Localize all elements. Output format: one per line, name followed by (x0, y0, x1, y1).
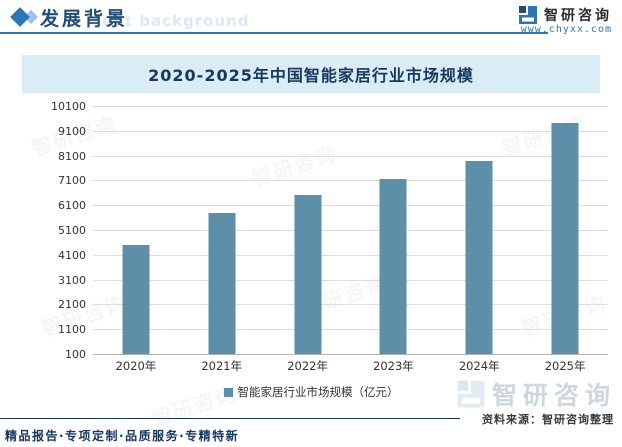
bar-2021年 (208, 212, 236, 354)
y-tick-label: 100 (65, 348, 86, 361)
brand-logo: 智研咨询 (518, 5, 612, 25)
brand-url: www.chyxx.com (520, 24, 612, 35)
gridline (93, 329, 608, 331)
x-tick-label: 2022年 (287, 359, 328, 373)
zhiyan-logo-icon (519, 6, 537, 24)
gridline (93, 254, 608, 256)
section-title: 发展背景 (40, 8, 129, 30)
y-tick-label: 8100 (58, 149, 86, 163)
section-title-ghost: ent background (102, 12, 250, 30)
diamond-icon (10, 7, 30, 27)
bar-2020年 (122, 244, 150, 354)
y-tick-label: 6100 (58, 199, 86, 213)
chart-title-band: 2020-2025年中国智能家居行业市场规模 (22, 55, 600, 93)
chart-legend: 智能家居行业市场规模（亿元） (0, 384, 622, 400)
x-tick-label: 2024年 (458, 359, 500, 373)
data-source: 资料来源：智研咨询整理 (482, 413, 614, 426)
y-tick-label: 7100 (58, 174, 86, 188)
gridline (93, 155, 608, 157)
x-tick-label: 2025年 (544, 359, 586, 373)
source-divider (0, 418, 460, 419)
gridline (93, 230, 608, 231)
corner-watermark-logo: 智研咨询 (456, 376, 616, 412)
y-tick-label: 2100 (58, 298, 86, 312)
gridline (93, 180, 608, 182)
y-tick-label: 10100 (51, 100, 86, 113)
y-tick-label: 1100 (58, 323, 86, 337)
bar-chart: 100 1100 2100 3100 4100 5100 6100 7100 8100 9100 1… (0, 101, 622, 360)
y-axis: 100 1100 2100 3100 4100 5100 6100 7100 8100 9100 1… (0, 101, 86, 360)
x-tick-label: 2023年 (373, 359, 414, 373)
gridline (93, 279, 608, 281)
bar-2022年 (294, 195, 322, 354)
legend-label: 智能家居行业市场规模（亿元） (237, 385, 399, 399)
plot-area (93, 106, 608, 355)
gridline (93, 304, 608, 306)
legend-marker-icon (223, 387, 233, 397)
y-tick-label: 4100 (58, 248, 86, 262)
chart-title: 2020-2025年中国智能家居行业市场规模 (148, 66, 474, 85)
bar-2023年 (379, 178, 407, 354)
x-tick-label: 2020年 (115, 359, 157, 373)
header-divider (0, 32, 548, 34)
x-tick-label: 2021年 (201, 359, 243, 373)
gridline (93, 106, 608, 107)
y-tick-label: 9100 (58, 124, 86, 138)
y-tick-label: 5100 (58, 224, 86, 237)
bar-2025年 (551, 123, 579, 354)
y-tick-label: 3100 (58, 273, 86, 287)
footer-motto: 精品报告·专项定制·品质服务·专精特新 (5, 429, 240, 443)
bar-2024年 (465, 160, 493, 354)
corner-watermark-text: 智研咨询 (491, 381, 616, 410)
x-axis: 2020年 2021年 2022年 2023年 2024年 2025年 (93, 358, 608, 374)
brand-name: 智研咨询 (544, 8, 612, 24)
zhiyan-logo-watermark-icon (457, 380, 485, 408)
gridline (93, 130, 608, 132)
gridline (93, 354, 608, 355)
gridline (93, 205, 608, 207)
